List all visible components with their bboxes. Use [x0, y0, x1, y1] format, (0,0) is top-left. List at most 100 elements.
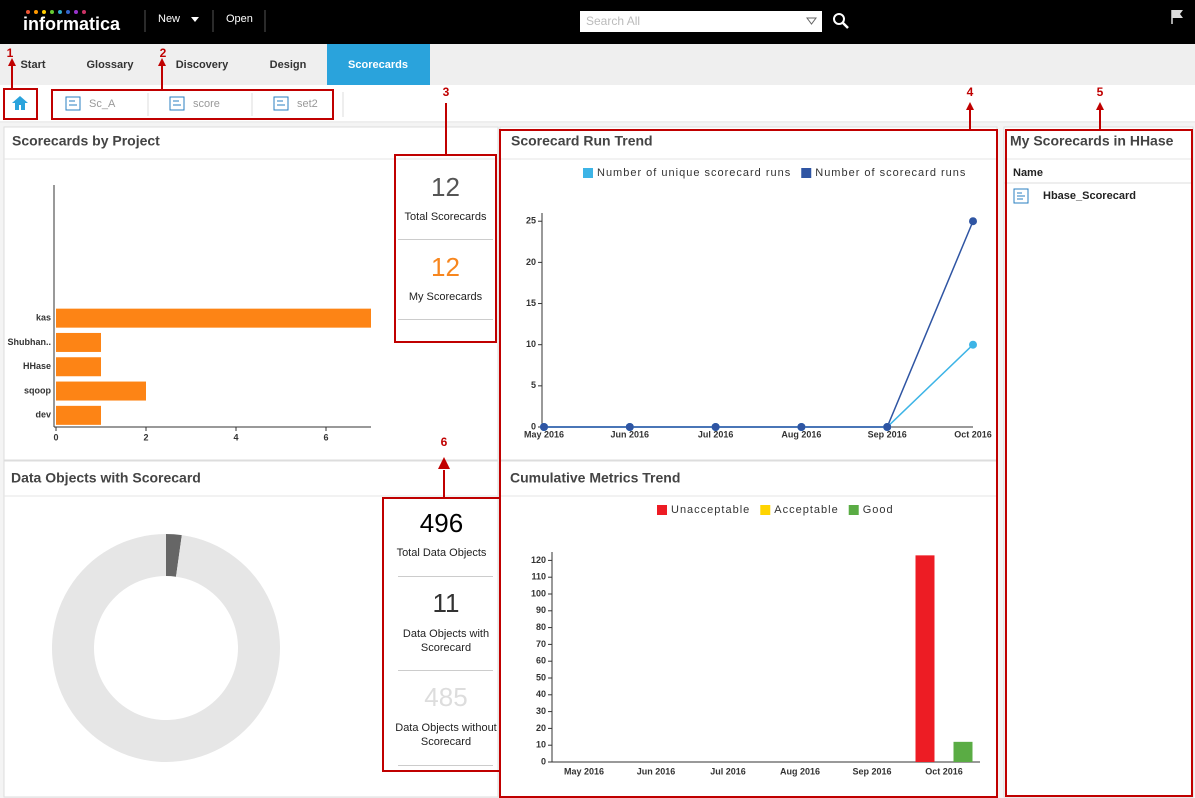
tick-label: sqoop — [24, 385, 51, 395]
tick-label: kas — [36, 313, 51, 323]
tick-label: 80 — [536, 622, 546, 632]
column-header: Name — [1013, 167, 1043, 179]
tick-label: Shubhan.. — [8, 337, 52, 347]
active-tab — [327, 44, 430, 85]
legend-label: Number of scorecard runs — [815, 167, 966, 179]
stat-label: Total Data Objects — [396, 547, 487, 559]
tab[interactable]: Start — [20, 59, 45, 71]
scorecard-row[interactable]: Hbase_Scorecard — [1043, 190, 1136, 202]
tick-label: 25 — [526, 216, 536, 226]
menu-new[interactable]: New — [158, 13, 180, 25]
stat-value: 11 — [432, 588, 460, 618]
tick-label: 20 — [536, 723, 546, 733]
tick-label: Jun 2016 — [637, 766, 676, 776]
panel-title: Scorecards by Project — [12, 133, 160, 149]
bar — [56, 357, 101, 377]
bar — [56, 405, 101, 425]
stat-divider — [398, 576, 493, 577]
flag-icon[interactable] — [1171, 10, 1183, 24]
breadcrumb[interactable]: set2 — [297, 98, 318, 110]
tick-label: 30 — [536, 706, 546, 716]
tick-label: Jul 2016 — [698, 429, 734, 439]
point — [540, 423, 548, 431]
tick-label: 5 — [531, 380, 536, 390]
tab[interactable]: Glossary — [86, 59, 134, 71]
panel-title: Data Objects with Scorecard — [11, 470, 201, 486]
stat-value: 496 — [419, 508, 464, 538]
tick-label: Oct 2016 — [925, 766, 963, 776]
point — [625, 423, 634, 431]
stat-value: 12 — [431, 252, 460, 282]
tick-label: dev — [35, 410, 51, 420]
breadcrumbs: Sc_A score set2 — [65, 93, 318, 116]
stat-label: Total Scorecards — [404, 211, 487, 223]
stat-divider — [398, 765, 493, 766]
stat-divider — [398, 239, 493, 240]
donut-slice — [52, 534, 281, 762]
crumb-icon — [273, 96, 289, 111]
tab-bar — [0, 44, 1195, 85]
bar — [915, 555, 935, 762]
callout-number: 4 — [967, 85, 974, 99]
tick-label: 0 — [53, 432, 58, 442]
stat: 12 Total Scorecards — [397, 172, 494, 223]
breadcrumb[interactable]: score — [193, 98, 220, 110]
home-icon[interactable] — [12, 96, 28, 110]
search-placeholder: Search All — [586, 14, 640, 28]
tick-label: 60 — [536, 656, 546, 666]
tick-label: 70 — [536, 639, 546, 649]
tick-label: 2 — [143, 432, 148, 442]
callouts: 1 23 4 56 — [7, 46, 1104, 449]
legend-label: Unacceptable — [671, 504, 750, 516]
point — [711, 423, 720, 431]
legend-swatch — [657, 505, 667, 515]
tick-label: HHase — [23, 361, 51, 371]
callout-number: 3 — [443, 85, 450, 99]
tab[interactable]: Discovery — [176, 59, 229, 71]
donut-slice — [166, 534, 182, 577]
crumb-icon — [169, 96, 185, 111]
tick-label: 100 — [531, 588, 546, 598]
tick-label: 90 — [536, 605, 546, 615]
tick-label: Jul 2016 — [710, 766, 746, 776]
legend-label: Number of unique scorecard runs — [597, 167, 791, 179]
tab[interactable]: Scorecards — [348, 59, 408, 71]
tick-label: May 2016 — [564, 766, 604, 776]
panel — [3, 126, 499, 461]
tick-label: 0 — [541, 756, 546, 766]
menu-open[interactable]: Open — [226, 13, 253, 25]
tick-label: 40 — [536, 689, 546, 699]
stat-label: Data Objects with Scorecard — [402, 628, 490, 654]
legend-label: Good — [863, 504, 894, 516]
tab[interactable]: Design — [270, 59, 307, 71]
search-dropdown[interactable] — [806, 17, 817, 25]
tick-label: 10 — [526, 339, 536, 349]
search-box[interactable] — [580, 11, 822, 32]
stat-value: 485 — [424, 682, 468, 712]
stat-label: My Scorecards — [408, 291, 483, 303]
panel-title: My Scorecards in HHase — [1010, 133, 1174, 149]
tick-label: 110 — [531, 572, 546, 582]
legend-swatch — [583, 168, 593, 178]
breadcrumb[interactable]: Sc_A — [89, 98, 116, 110]
callout-number: 1 — [7, 46, 14, 60]
search-icon[interactable] — [833, 13, 849, 29]
tick-label: Aug 2016 — [781, 429, 821, 439]
line — [544, 220, 974, 428]
tick-label: May 2016 — [524, 429, 564, 439]
point — [883, 423, 892, 431]
legend-label: Acceptable — [774, 504, 838, 516]
tick-label: Aug 2016 — [780, 766, 820, 776]
panel-title: Cumulative Metrics Trend — [510, 470, 680, 486]
tick-label: 20 — [526, 257, 536, 267]
point — [969, 217, 977, 226]
panel — [499, 126, 998, 461]
stat: 485 Data Objects without Scorecard — [395, 682, 497, 749]
tick-label: Jun 2016 — [611, 429, 650, 439]
point — [797, 423, 806, 431]
stat-divider — [398, 670, 493, 671]
bar — [953, 741, 973, 762]
legend-swatch — [801, 168, 812, 178]
panel-title: Scorecard Run Trend — [511, 133, 653, 149]
